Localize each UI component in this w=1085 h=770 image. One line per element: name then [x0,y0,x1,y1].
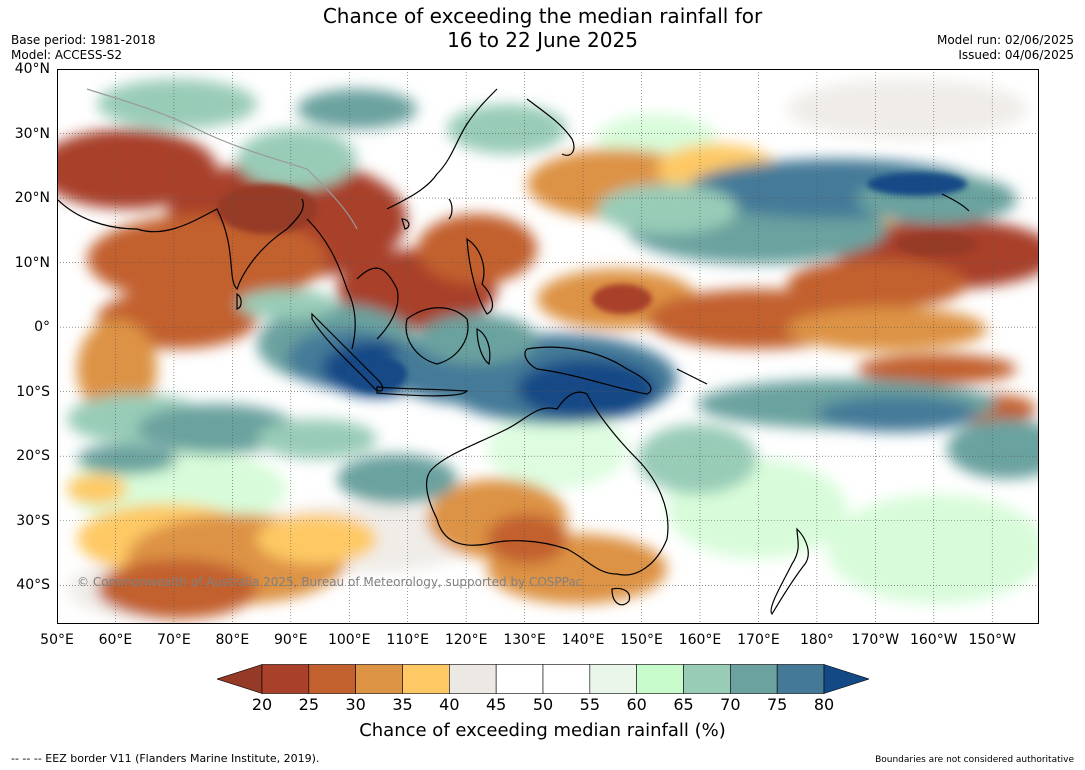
colorbar-cell-9 [683,664,731,694]
lon-tick-label: 110°E [386,632,429,648]
borneo [405,307,469,365]
lon-tick-label: 120°E [444,632,488,648]
colorbar-tick-label: 55 [579,695,601,714]
australia [425,391,669,576]
lon-tick-label: 150°W [968,632,1017,648]
lon-tick-label: 80°E [215,632,250,648]
title-line-1: Chance of exceeding the median rainfall … [322,4,763,28]
colorbar-cells [217,664,869,694]
lon-tick-label: 90°E [273,632,308,648]
lon-tick-label: 160°E [678,632,722,648]
colorbar-cell-1 [308,664,356,694]
lat-tick-label: 40°S [16,577,50,594]
map-title: Chance of exceeding the median rainfall … [0,4,1085,52]
colorbar-tick-label: 60 [626,695,647,714]
lon-tick-label: 70°E [157,632,191,648]
lat-tick-label: 10°S [16,383,50,400]
lat-tick-label: 0° [34,319,50,336]
colorbar-tick-label: 20 [251,695,273,714]
gridlines [57,69,1039,624]
model-run: Model run: 02/06/2025 [936,33,1074,47]
meta-right: Model run: 02/06/2025 Issued: 04/06/2025 [937,33,1074,63]
colorbar-cell-0 [261,664,310,694]
colorbar [217,664,869,694]
colorbar-tick-label: 75 [766,695,788,714]
colorbar-tick-label: 70 [720,695,741,714]
colorbar-tick-label: 40 [439,695,460,714]
colorbar-under-arrow [217,664,263,694]
title-line-2: 16 to 22 June 2025 [447,28,638,52]
model-name: Model: ACCESS-S2 [11,48,123,62]
lat-tick-label: 30°N [14,125,50,142]
lon-tick-label: 50°E [40,632,74,648]
lon-tick-label: 100°E [327,632,371,648]
lon-tick-label: 180° [800,632,834,648]
eez-border-note: -- -- -- EEZ border V11 (Flanders Marine… [11,752,320,765]
colorbar-cell-11 [776,664,825,694]
lat-tick-label: 30°S [16,512,50,529]
lat-tick-label: 40°N [14,61,50,77]
coastlines [57,88,970,615]
sulawesi [476,328,491,366]
lat-tick-label: 20°N [14,190,50,207]
sri-lanka [236,292,242,310]
lon-tick-label: 130°E [503,632,546,648]
indochina-coast [306,218,399,350]
colorbar-over-arrow [823,664,869,694]
taiwan [448,198,453,220]
rainfall-map [57,69,1039,624]
lat-tick-label: 20°S [16,448,50,465]
colorbar-cell-5 [495,664,544,694]
lon-tick-label: 170°W [851,632,900,648]
china-coast [386,88,498,210]
colorbar-cell-7 [589,664,637,694]
solomon-islands [676,368,708,385]
colorbar-tick-label: 45 [485,695,507,714]
lon-tick-label: 150°E [620,632,663,648]
new-guinea [524,346,652,395]
lat-tick-label: 10°N [14,254,50,271]
tasmania [611,587,631,606]
lon-tick-label: 160°W [909,632,958,648]
hainan [401,218,410,230]
land-border-2 [306,168,358,230]
colorbar-cell-2 [355,664,403,694]
colorbar-cell-8 [636,664,684,694]
colorbar-tick-label: 30 [345,695,366,714]
meta-left: Base period: 1981-2018 Model: ACCESS-S2 [11,33,156,63]
issued-date: Issued: 04/06/2025 [958,48,1074,62]
philippines [466,237,494,315]
colorbar-tick-label: 80 [813,695,835,714]
lon-tick-label: 170°E [737,632,780,648]
hawaii [941,193,970,212]
land-border-1 [86,88,308,170]
sumatra [311,312,384,392]
rainfall-field [57,79,1039,619]
base-period: Base period: 1981-2018 [11,33,156,47]
lon-tick-label: 140°E [561,632,605,648]
colorbar-label: Chance of exceeding median rainfall (%) [359,720,726,741]
colorbar-cell-4 [449,664,497,694]
colorbar-cell-6 [542,664,591,694]
colorbar-cell-10 [730,664,778,694]
colorbar-tick-label: 65 [673,695,694,714]
colorbar-tick-label: 35 [392,695,413,714]
japan [526,98,575,156]
copyright-text: © Commonwealth of Australia 2025, Bureau… [77,575,583,589]
new-zealand [770,527,809,615]
colorbar-tick-label: 50 [532,695,554,714]
india-coast [57,198,304,291]
lon-tick-label: 60°E [98,632,133,648]
java [376,386,469,397]
colorbar-tick-label: 25 [298,695,320,714]
colorbar-cell-3 [402,664,450,694]
map-frame [57,69,1039,624]
boundaries-disclaimer: Boundaries are not considered authoritat… [875,755,1074,765]
land-borders [86,88,358,230]
